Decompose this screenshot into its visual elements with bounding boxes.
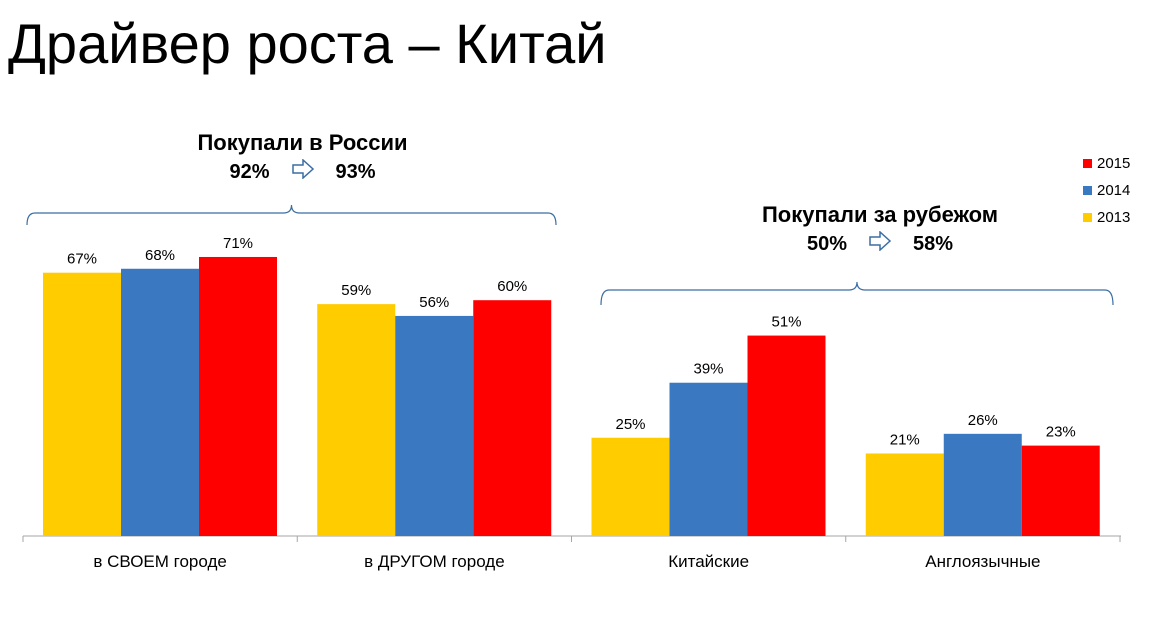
russia-purchases-header: Покупали в России 92% 93%: [130, 130, 475, 186]
data-label: 68%: [145, 247, 175, 264]
data-label: 26%: [968, 412, 998, 429]
data-label: 56%: [419, 294, 449, 311]
abroad-purchases-header: Покупали за рубежом 50% 58%: [705, 202, 1055, 258]
right-outline-arrow-icon: [291, 158, 314, 186]
russia-purchases-to: 93%: [335, 161, 376, 183]
category-label: в СВОЕМ городе: [93, 552, 226, 571]
bar-2015-3: [747, 335, 826, 536]
data-label: 67%: [67, 251, 97, 268]
bar-2015-1: [199, 256, 277, 536]
abroad-purchases-to: 58%: [913, 233, 954, 255]
right-outline-arrow-icon: [869, 230, 892, 258]
data-label: 21%: [890, 431, 920, 448]
bar-2014-3: [669, 382, 748, 536]
bar-2013-1: [43, 272, 121, 536]
legend-swatch-2013: [1083, 213, 1092, 222]
legend-item-2015: 2015: [1083, 150, 1130, 177]
data-label: 51%: [771, 314, 801, 331]
bar-2014-2: [395, 315, 474, 536]
legend-item-2014: 2014: [1083, 177, 1130, 204]
category-label: Китайские: [668, 552, 749, 571]
category-label: в ДРУГОМ городе: [364, 552, 505, 571]
bar-2015-4: [1021, 445, 1100, 536]
legend-label-2013: 2013: [1097, 209, 1131, 226]
abroad-bracket: [600, 281, 1114, 306]
legend-swatch-2014: [1083, 186, 1092, 195]
page-title: Драйвер роста – Китай: [8, 12, 607, 75]
data-label: 71%: [223, 235, 253, 252]
russia-purchases-change: 92% 93%: [130, 158, 475, 186]
legend-label-2014: 2014: [1097, 182, 1131, 199]
legend-swatch-2015: [1083, 159, 1092, 168]
data-label: 39%: [693, 361, 723, 378]
abroad-purchases-from: 50%: [806, 233, 847, 255]
bar-2013-3: [591, 437, 670, 536]
data-label: 23%: [1046, 424, 1076, 441]
bar-2014-1: [121, 268, 199, 536]
bar-2015-2: [473, 300, 552, 536]
data-label: 59%: [341, 282, 371, 299]
legend-label-2015: 2015: [1097, 155, 1131, 172]
russia-purchases-from: 92%: [229, 161, 270, 183]
legend: 2015 2014 2013: [1083, 150, 1130, 231]
data-label: 25%: [615, 416, 645, 433]
data-label: 60%: [497, 278, 527, 295]
category-label: Англоязычные: [925, 552, 1040, 571]
abroad-purchases-title: Покупали за рубежом: [761, 202, 999, 227]
bar-2014-4: [943, 433, 1022, 536]
bar-2013-4: [865, 453, 944, 536]
legend-item-2013: 2013: [1083, 204, 1130, 231]
bar-2013-2: [317, 304, 396, 536]
russia-purchases-title: Покупали в России: [197, 130, 408, 155]
russia-bracket: [26, 204, 557, 226]
abroad-purchases-change: 50% 58%: [705, 230, 1055, 258]
